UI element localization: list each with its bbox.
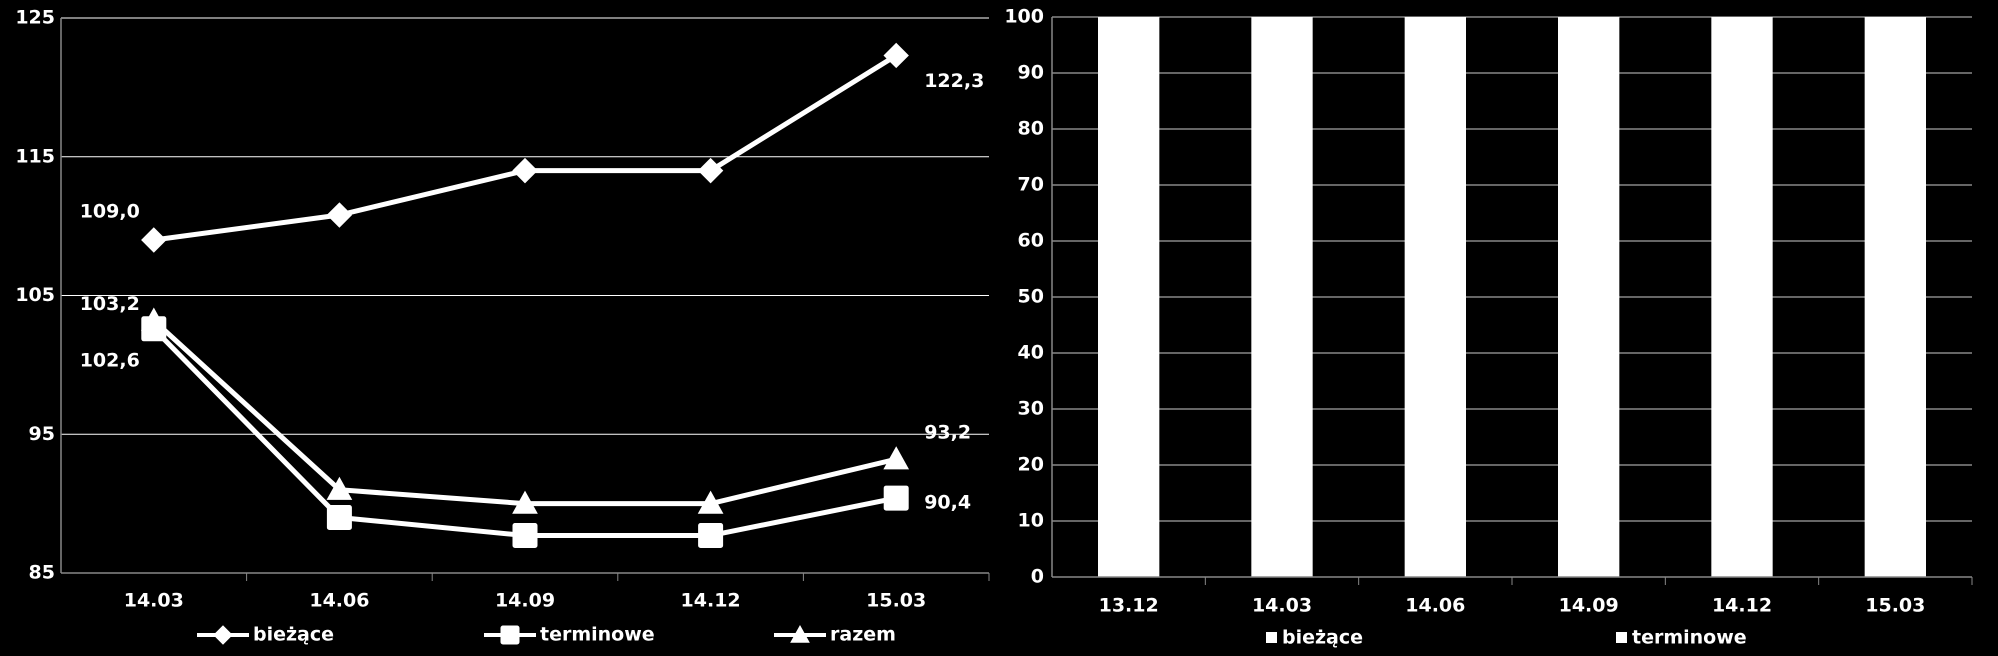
- y-tick-label: 0: [1031, 566, 1044, 588]
- y-tick-label: 20: [1018, 454, 1044, 476]
- marker-square: [500, 625, 520, 645]
- y-tick-label: 40: [1018, 342, 1044, 364]
- marker-square: [326, 505, 352, 530]
- y-tick-label: 85: [29, 562, 55, 584]
- marker-diamond: [697, 157, 724, 184]
- bar-segment: [1404, 269, 1466, 577]
- bar-segment: [1864, 17, 1926, 269]
- x-tick-label: 14.12: [681, 590, 741, 612]
- marker-triangle: [697, 490, 724, 514]
- marker-diamond: [141, 227, 167, 253]
- marker-triangle: [790, 624, 810, 643]
- x-tick-label: 14.03: [124, 590, 184, 612]
- y-tick-label: 50: [1018, 286, 1044, 308]
- data-label: 93,2: [924, 422, 971, 444]
- marker-diamond: [326, 202, 353, 228]
- y-tick-label: 30: [1018, 398, 1044, 420]
- data-label: 103,2: [80, 293, 140, 315]
- marker-diamond: [213, 625, 233, 645]
- bar-segment: [1251, 17, 1313, 269]
- y-tick-label: 125: [15, 7, 55, 29]
- legend-label: terminowe: [540, 624, 655, 646]
- bar-segment: [1558, 269, 1620, 577]
- marker-square: [698, 523, 724, 549]
- data-label: 122,3: [924, 70, 984, 92]
- legend-label: terminowe: [1632, 627, 1747, 649]
- marker-diamond: [512, 157, 538, 184]
- bar-segment: [1098, 17, 1160, 269]
- y-tick-label: 10: [1018, 510, 1044, 532]
- bar-segment: [1711, 17, 1773, 269]
- bar-segment: [1558, 17, 1620, 269]
- x-tick-label: 13.12: [1099, 595, 1159, 617]
- data-label: 109,0: [80, 201, 140, 223]
- marker-triangle: [326, 476, 353, 500]
- marker-triangle: [140, 307, 167, 331]
- legend-swatch: [1266, 632, 1277, 643]
- data-label: 102,6: [80, 349, 140, 371]
- marker-diamond: [883, 42, 909, 69]
- x-tick-label: 14.03: [1252, 595, 1312, 617]
- bar-segment: [1404, 17, 1466, 269]
- x-tick-label: 15.03: [866, 590, 926, 612]
- bar-segment: [1251, 269, 1313, 577]
- y-tick-label: 115: [15, 145, 55, 167]
- y-tick-label: 95: [29, 423, 55, 445]
- x-tick-label: 14.12: [1712, 595, 1772, 617]
- legend-swatch: [1616, 632, 1627, 643]
- data-label: 90,4: [924, 492, 971, 514]
- legend-label: razem: [830, 624, 896, 646]
- marker-triangle: [512, 490, 538, 514]
- bar-segment: [1864, 269, 1926, 577]
- bar-segment: [1711, 269, 1773, 577]
- marker-square: [883, 485, 909, 511]
- y-tick-label: 100: [1004, 6, 1044, 28]
- x-tick-label: 14.06: [1405, 595, 1465, 617]
- marker-triangle: [883, 446, 910, 470]
- legend-label: bieżące: [1282, 627, 1363, 649]
- y-tick-label: 60: [1018, 230, 1044, 252]
- y-tick-label: 90: [1018, 62, 1044, 84]
- bar-segment: [1098, 269, 1160, 577]
- legend-label: bieżące: [253, 624, 334, 646]
- y-tick-label: 70: [1018, 174, 1044, 196]
- marker-square: [512, 523, 538, 549]
- x-tick-label: 14.09: [1559, 595, 1619, 617]
- y-tick-label: 80: [1018, 118, 1044, 140]
- x-tick-label: 14.06: [309, 590, 369, 612]
- x-tick-label: 15.03: [1865, 595, 1925, 617]
- x-tick-label: 14.09: [495, 590, 555, 612]
- y-tick-label: 105: [15, 284, 55, 306]
